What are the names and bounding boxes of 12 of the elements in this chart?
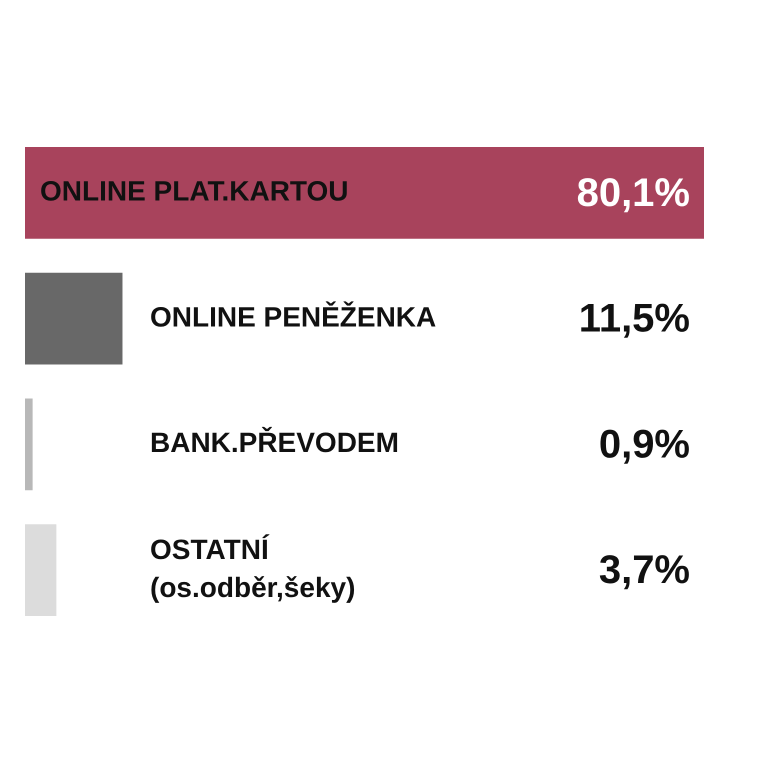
y-tick-label: ONLINE PLAT.KARTOU xyxy=(40,176,349,207)
y-tick-label: OSTATNÍ (os.odběr,šeky) xyxy=(150,534,356,603)
bar xyxy=(25,524,56,616)
y-tick-label: ONLINE PENĚŽENKA xyxy=(150,300,436,332)
data-label: 3,7% xyxy=(598,548,690,592)
y-tick-label: BANK.PŘEVODEM xyxy=(150,426,399,458)
bar xyxy=(25,272,122,365)
data-label: 80,1% xyxy=(576,170,690,215)
bar xyxy=(25,146,704,239)
bar xyxy=(25,398,33,490)
data-label: 0,9% xyxy=(598,422,690,466)
data-label: 11,5% xyxy=(578,296,690,341)
